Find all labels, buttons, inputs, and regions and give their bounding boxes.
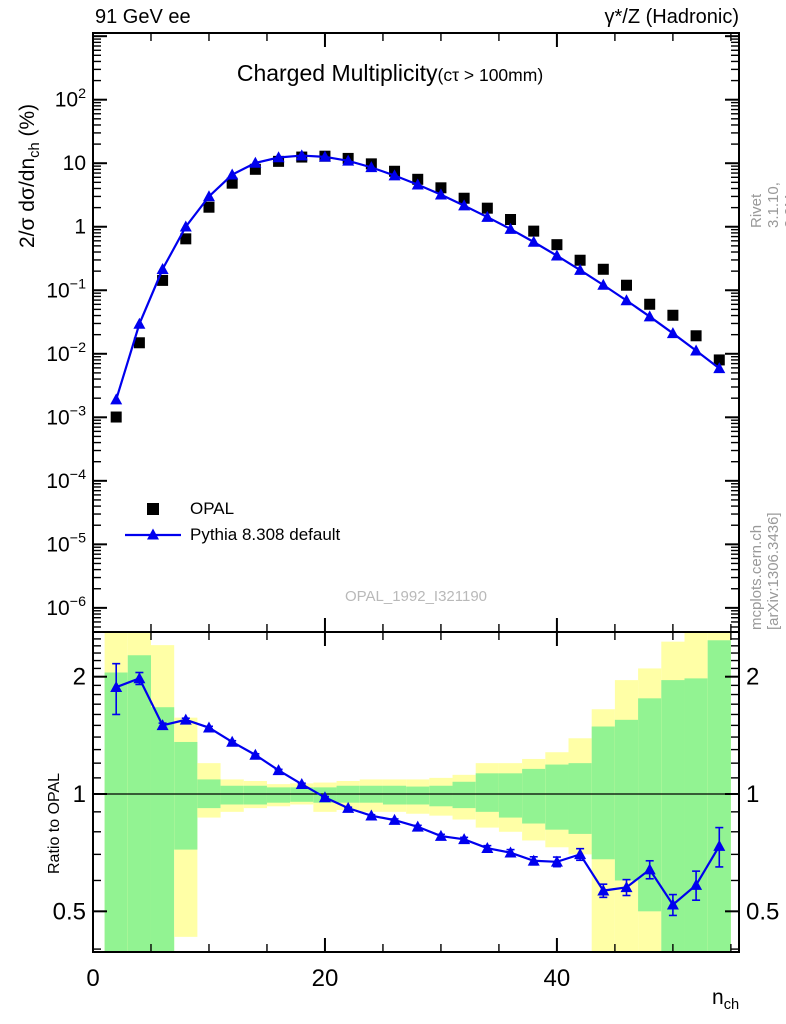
svg-text:20: 20 (312, 965, 339, 992)
svg-text:2: 2 (746, 664, 759, 691)
rivet-version-note: Rivet 3.1.10, 2.9M events (748, 182, 786, 228)
opal-square-marker-icon (147, 503, 159, 515)
legend: OPAL Pythia 8.308 default (125, 496, 340, 548)
x-label-subscript: ch (723, 997, 740, 1014)
plot-title-cut: (cτ > 100mm) (437, 65, 544, 85)
svg-text:40: 40 (544, 965, 571, 992)
main-y-axis-label: 2/σ dσ/dnch (%) (16, 104, 43, 248)
svg-text:102: 102 (55, 86, 86, 112)
process-header: γ*/Z (Hadronic) (604, 6, 739, 28)
svg-text:10−1: 10−1 (46, 276, 86, 302)
svg-text:1: 1 (74, 216, 86, 239)
ratio-y-axis-label: Ratio to OPAL (46, 772, 63, 874)
x-axis-label: nch (712, 986, 739, 1013)
svg-text:0: 0 (86, 965, 99, 992)
svg-text:2: 2 (73, 664, 86, 691)
svg-text:10: 10 (63, 152, 86, 175)
svg-text:10−3: 10−3 (46, 403, 86, 429)
legend-entry-pythia: Pythia 8.308 default (125, 522, 340, 548)
svg-text:10−6: 10−6 (46, 594, 86, 620)
svg-text:0.5: 0.5 (746, 898, 779, 925)
legend-entry-opal: OPAL (125, 496, 340, 522)
svg-text:10−5: 10−5 (46, 531, 86, 557)
svg-text:0.5: 0.5 (53, 898, 86, 925)
svg-text:1: 1 (746, 781, 759, 808)
pythia-triangle-line-marker-icon (125, 528, 181, 540)
legend-label-pythia: Pythia 8.308 default (190, 525, 341, 544)
svg-text:1: 1 (73, 781, 86, 808)
legend-label-opal: OPAL (190, 499, 235, 518)
x-label-main-part: n (712, 986, 724, 1009)
mcplots-arxiv-note: mcplots.cern.ch [arXiv:1306.3436] (748, 512, 782, 630)
y-label-subscript: ch (27, 142, 44, 158)
beam-energy-header: 91 GeV ee (95, 6, 191, 28)
y-label-main-part: 2/σ dσ/dn (16, 157, 39, 248)
svg-text:10−4: 10−4 (46, 467, 86, 493)
svg-text:10−2: 10−2 (46, 340, 86, 366)
plot-title: Charged Multiplicity(cτ > 100mm) (67, 60, 713, 87)
analysis-id-watermark: OPAL_1992_I321190 (344, 588, 488, 605)
y-label-units: (%) (16, 103, 39, 143)
plot-title-text: Charged Multiplicity (236, 60, 438, 86)
